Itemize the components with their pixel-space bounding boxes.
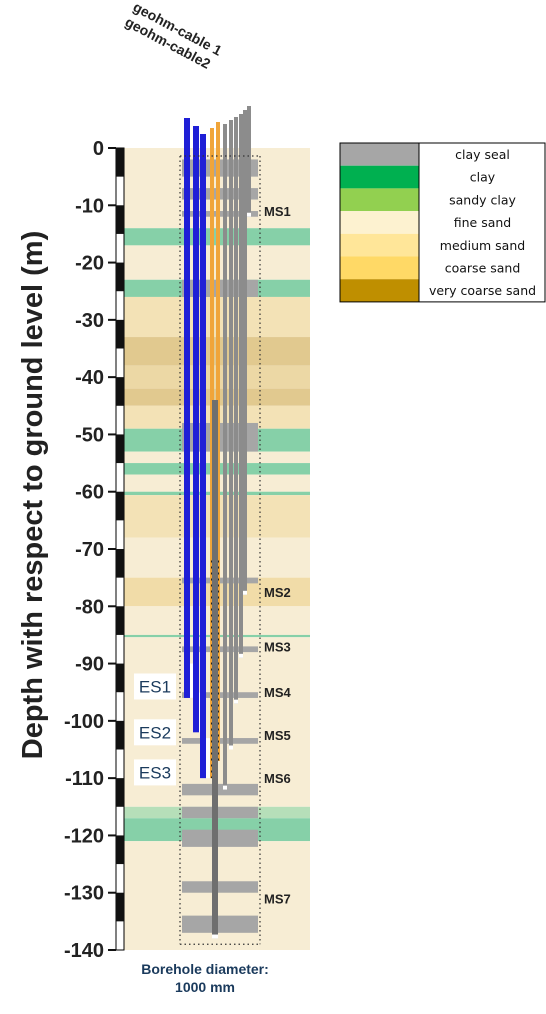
gray-pipe-end-0: [223, 785, 227, 790]
clay-seal-11: [182, 829, 258, 847]
es-label-0: ES1: [139, 677, 171, 696]
tick-label-2: -20: [75, 253, 104, 275]
ms-marker-5: MS6: [264, 771, 291, 786]
legend-swatch-1: [340, 165, 419, 189]
ruler-segment: [116, 835, 124, 865]
legend-label-4: medium sand: [440, 238, 525, 253]
gray-pipe-end-4: [243, 590, 247, 595]
tick-label-7: -70: [75, 539, 104, 561]
tick-label-9: -90: [75, 654, 104, 676]
clay-seal-13: [182, 915, 258, 933]
electrode-gap-2: [206, 738, 210, 779]
tick-label-11: -110: [65, 768, 104, 790]
ruler-segment: [116, 377, 124, 406]
ruler-segment: [116, 148, 124, 177]
clay-seal-12: [182, 881, 258, 893]
legend-label-5: coarse sand: [445, 261, 521, 276]
tick-label-0: 0: [93, 138, 104, 160]
depth-ruler: [115, 147, 125, 951]
ms-marker-2: MS3: [264, 639, 291, 654]
ms-marker-6: MS7: [264, 891, 291, 906]
es-markers: ES1 ES2 ES3: [134, 673, 176, 786]
ruler-segment: [116, 720, 124, 750]
legend-label-1: clay: [470, 170, 496, 185]
ruler-segment: [116, 319, 124, 349]
legend-swatch-0: [340, 143, 419, 166]
gray-pipe-4: [243, 110, 247, 595]
tick-label-8: -80: [75, 596, 104, 618]
legend-swatch-5: [340, 256, 419, 280]
clay-seal-9: [182, 783, 258, 796]
geohm-cable-2: [200, 134, 206, 779]
ms-marker-3: MS4: [264, 685, 292, 700]
ruler-segment: [116, 606, 124, 635]
tick-labels: 0 -10 -20 -30 -40 -50 -60 -70 -80 -90 -100 -110 -120…: [64, 138, 116, 962]
legend-swatch-6: [340, 279, 419, 302]
gray-pipe-6: [212, 400, 218, 939]
tick-label-5: -50: [75, 424, 104, 446]
caption-line-2: 1000 mm: [175, 979, 235, 995]
ruler-segment: [116, 491, 124, 521]
ms-marker-4: MS5: [264, 728, 291, 743]
gray-pipe-3: [239, 114, 243, 658]
electrode-gap-0: [190, 663, 194, 698]
tick-label-13: -130: [64, 883, 104, 905]
ruler-segment: [116, 434, 124, 464]
gray-pipe-end-6: [212, 934, 218, 939]
tick-label-10: -100: [64, 711, 104, 733]
clay-seal-10: [182, 806, 258, 819]
tick-label-1: -10: [75, 195, 104, 217]
ms-markers: MS1 MS2 MS3 MS4 MS5 MS6 MS7: [264, 204, 292, 906]
legend-label-0: clay seal: [455, 147, 510, 162]
legend-label-2: sandy clay: [449, 192, 516, 207]
gray-pipe-end-1: [229, 745, 233, 750]
gray-pipe-0: [223, 124, 227, 790]
gray-pipe-end-3: [239, 653, 243, 658]
legend-label-6: very coarse sand: [429, 283, 536, 298]
es-box-0: [134, 673, 176, 700]
geohm-cable-1: [193, 126, 199, 733]
tick-label-3: -30: [75, 310, 104, 332]
tick-label-4: -40: [75, 367, 104, 389]
caption-line-1: Borehole diameter:: [141, 961, 269, 977]
ruler-segment: [116, 262, 124, 292]
gray-pipe-end-5: [247, 212, 251, 217]
gray-pipe-1: [229, 120, 233, 750]
legend-frame: [339, 142, 546, 303]
geohm-cable-0: [184, 118, 190, 698]
ruler-segment: [116, 549, 124, 578]
tick-label-12: -120: [64, 825, 104, 847]
legend: clay seal clay sandy clay fine sand medium s…: [339, 142, 546, 303]
legend-swatch-4: [340, 233, 419, 257]
es-box-2: [134, 759, 176, 786]
es-box-1: [134, 719, 176, 746]
ruler-segment: [116, 892, 124, 922]
es-label-2: ES3: [139, 763, 171, 782]
ms-marker-1: MS2: [264, 585, 291, 600]
ruler-segment: [116, 205, 124, 234]
legend-swatch-3: [340, 211, 419, 234]
tick-label-14: -140: [64, 940, 104, 962]
cables-and-pipes: [184, 106, 251, 939]
legend-label-3: fine sand: [454, 215, 512, 230]
ms-marker-0: MS1: [264, 204, 291, 219]
gray-pipe-2: [234, 117, 238, 704]
borehole-outline: [179, 155, 261, 945]
legend-swatch-2: [340, 188, 419, 212]
borehole-caption: Borehole diameter: 1000 mm: [100, 960, 310, 996]
y-axis-label: Depth with respect to ground level (m): [17, 231, 49, 760]
ruler-segment: [116, 778, 124, 807]
es-label-1: ES2: [139, 723, 171, 742]
gray-pipe-5: [247, 106, 251, 217]
ruler-segment: [116, 663, 124, 693]
tick-label-6: -60: [75, 482, 104, 504]
gray-pipe-end-2: [234, 699, 238, 704]
